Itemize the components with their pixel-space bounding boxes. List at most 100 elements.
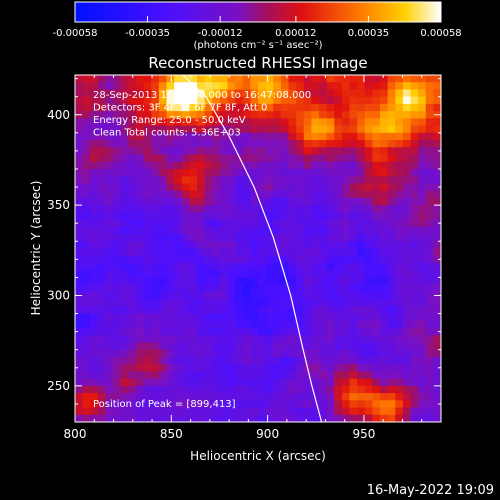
heatmap-cell <box>120 299 129 307</box>
heatmap-cell <box>113 356 122 365</box>
heatmap-cell <box>410 371 419 380</box>
heatmap-cell <box>227 248 236 257</box>
heatmap-cell <box>250 313 259 322</box>
heatmap-cell <box>357 320 366 329</box>
heatmap-cell <box>189 161 198 170</box>
heatmap-cell <box>235 378 244 387</box>
heatmap-cell <box>395 154 404 163</box>
heatmap-cell <box>341 400 351 409</box>
heatmap-cell <box>113 96 122 105</box>
heatmap-cell <box>235 248 244 257</box>
heatmap-cell <box>334 111 343 119</box>
heatmap-cell <box>364 393 373 401</box>
heatmap-cell <box>158 140 168 148</box>
heatmap-cell <box>227 313 236 322</box>
annotation-line: Detectors: 3F 4F 5F 6F 7F 8F, Att 0 <box>93 103 267 114</box>
heatmap-cell <box>395 125 404 134</box>
heatmap-cell <box>395 364 404 372</box>
heatmap-cell <box>151 197 160 206</box>
heatmap-cell <box>311 378 320 387</box>
heatmap-cell <box>258 299 267 307</box>
heatmap-cell <box>82 385 91 394</box>
heatmap-cell <box>75 96 84 105</box>
heatmap-cell <box>334 176 343 185</box>
heatmap-cell <box>219 277 229 286</box>
heatmap-cell <box>402 385 412 394</box>
heatmap-cell <box>425 349 434 358</box>
heatmap-cell <box>75 349 84 358</box>
heatmap-cell <box>181 197 190 206</box>
heatmap-cell <box>197 291 206 300</box>
heatmap-cell <box>364 161 373 170</box>
heatmap-cell <box>181 320 190 329</box>
heatmap-cell <box>418 75 427 83</box>
heatmap-cell <box>181 313 190 322</box>
heatmap-cell <box>273 241 282 250</box>
heatmap-cell <box>326 356 335 365</box>
heatmap-cell <box>113 212 122 221</box>
heatmap-cell <box>334 328 343 336</box>
heatmap-cell <box>90 371 99 380</box>
heatmap-cell <box>288 226 297 235</box>
heatmap-cell <box>128 125 137 134</box>
heatmap-cell <box>113 364 122 372</box>
heatmap-cell <box>357 306 366 315</box>
heatmap-cell <box>380 284 389 293</box>
heatmap-cell <box>319 356 328 365</box>
heatmap-cell <box>258 161 267 170</box>
heatmap-cell <box>372 328 381 336</box>
heatmap-cell <box>349 378 358 387</box>
heatmap-cell <box>166 284 175 293</box>
heatmap-cell <box>258 255 267 264</box>
heatmap-cell <box>334 197 343 206</box>
heatmap-cell <box>425 154 434 163</box>
heatmap-cell <box>189 82 198 91</box>
heatmap-cell <box>105 320 114 329</box>
heatmap-cell <box>128 320 137 329</box>
heatmap-cell <box>82 277 91 286</box>
heatmap-cell <box>311 342 320 351</box>
heatmap-cell <box>151 111 160 119</box>
heatmap-cell <box>296 277 305 286</box>
heatmap-cell <box>341 161 351 170</box>
heatmap-cell <box>174 378 183 387</box>
heatmap-cell <box>90 75 99 83</box>
heatmap-cell <box>105 154 114 163</box>
heatmap-cell <box>372 176 381 185</box>
heatmap-cell <box>387 226 396 235</box>
heatmap-cell <box>250 147 259 156</box>
heatmap-cell <box>326 241 335 250</box>
heatmap-cell <box>242 277 251 286</box>
heatmap-cell <box>380 262 389 271</box>
heatmap-cell <box>273 226 282 235</box>
heatmap-cell <box>250 132 259 141</box>
heatmap-cell <box>433 219 441 228</box>
heatmap-cell <box>166 262 175 271</box>
heatmap-cell <box>105 255 114 264</box>
heatmap-cell <box>433 284 441 293</box>
heatmap-cell <box>128 371 137 380</box>
heatmap-cell <box>212 147 221 156</box>
heatmap-cell <box>189 248 198 257</box>
heatmap-cell <box>341 407 351 416</box>
heatmap-cell <box>341 154 351 163</box>
heatmap-cell <box>197 234 206 242</box>
heatmap-cell <box>250 400 259 409</box>
heatmap-cell <box>387 168 396 177</box>
heatmap-cell <box>341 299 351 307</box>
heatmap-cell <box>402 320 412 329</box>
heatmap-cell <box>235 168 244 177</box>
heatmap-cell <box>128 328 137 336</box>
heatmap-cell <box>128 241 137 250</box>
heatmap-cell <box>166 414 175 422</box>
heatmap-cell <box>387 82 396 91</box>
heatmap-cell <box>319 284 328 293</box>
heatmap-cell <box>265 75 274 83</box>
heatmap-cell <box>326 140 335 148</box>
heatmap-cell <box>357 407 366 416</box>
heatmap-cell <box>280 313 290 322</box>
heatmap-cell <box>204 241 213 250</box>
heatmap-cell <box>402 75 412 83</box>
heatmap-cell <box>204 103 213 112</box>
heatmap-cell <box>258 335 267 344</box>
